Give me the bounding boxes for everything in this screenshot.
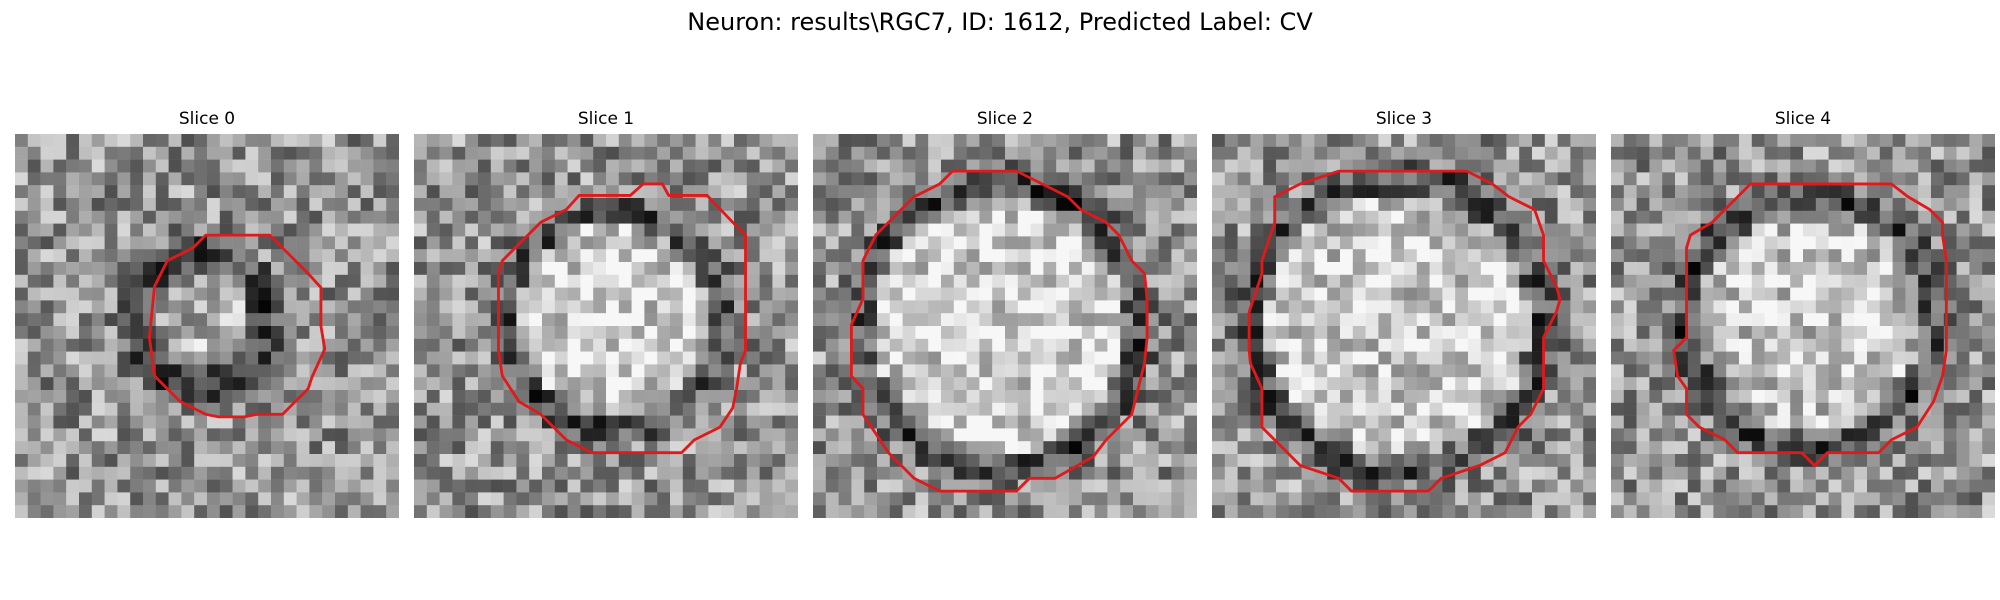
grayscale-texture [813, 134, 1197, 518]
segmentation-contour [849, 169, 1149, 493]
slice-image [15, 134, 399, 518]
grayscale-texture [1212, 134, 1596, 518]
slice-title: Slice 4 [1774, 109, 1832, 129]
slice-panel-3: Slice 3 [1212, 108, 1596, 518]
slice-image [1212, 134, 1596, 518]
segmentation-contour [1672, 182, 1948, 468]
slice-image [414, 134, 798, 518]
slice-title: Slice 2 [976, 109, 1034, 129]
slice-panel-0: Slice 0 [15, 108, 399, 518]
segmentation-contour [1247, 169, 1562, 493]
slice-image [813, 134, 1197, 518]
figure-title: Neuron: results\RGC7, ID: 1612, Predicte… [687, 8, 1313, 36]
slice-panel-1: Slice 1 [414, 108, 798, 518]
slice-title: Slice 1 [577, 109, 635, 129]
grayscale-texture [15, 134, 399, 518]
grayscale-texture [1611, 134, 1995, 518]
slice-panel-2: Slice 2 [813, 108, 1197, 518]
grayscale-texture [414, 134, 798, 518]
slice-title: Slice 3 [1375, 109, 1433, 129]
segmentation-contour [497, 182, 747, 455]
slice-panel-4: Slice 4 [1611, 108, 1995, 518]
segmentation-contour [147, 233, 327, 419]
slice-title: Slice 0 [178, 109, 236, 129]
slice-image [1611, 134, 1995, 518]
